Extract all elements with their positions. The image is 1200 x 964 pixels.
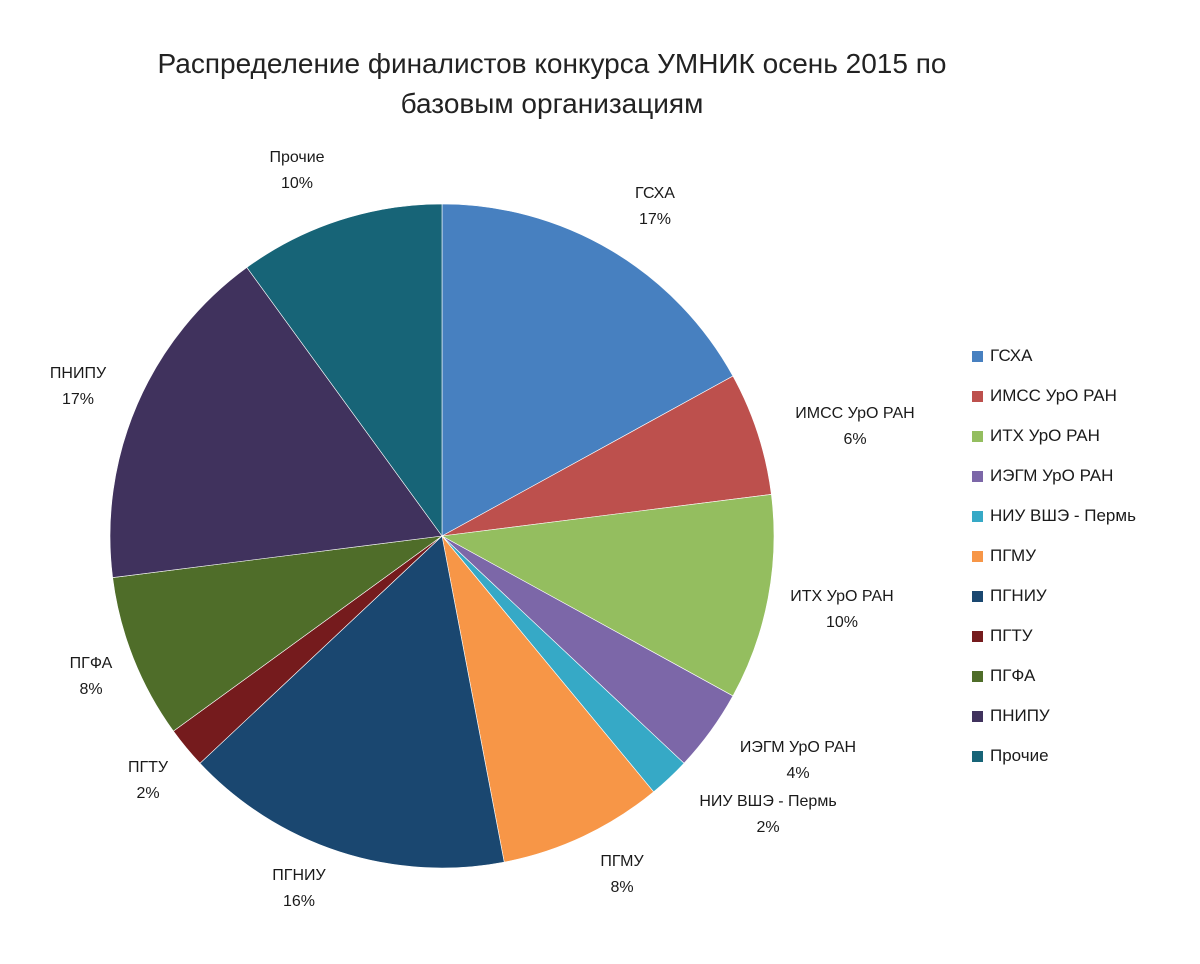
legend-item-4: ИЭГМ УрО РАН [972,456,1136,496]
legend-item-8: ПГТУ [972,616,1136,656]
legend-item-9: ПГФА [972,656,1136,696]
slice-label-percent-10: 17% [62,391,94,408]
slice-label-name-1: ГСХА [635,185,675,202]
legend-item-1: ГСХА [972,336,1136,376]
slice-label-percent-1: 17% [639,211,671,228]
legend-label-10: ПНИПУ [990,706,1050,725]
pie-slice-2 [441,375,772,537]
legend-item-10: ПНИПУ [972,696,1136,736]
slice-label-percent-6: 8% [610,879,633,896]
slice-label-name-9: ПГФА [70,655,113,672]
legend-label-2: ИМСС УрО РАН [990,386,1117,405]
chart-title-line-2: базовым организациям [400,88,704,119]
chart-title: Распределение финалистов конкурса УМНИК … [0,44,1104,124]
legend-swatch-3 [972,430,983,442]
legend-item-11: Прочие [972,736,1136,776]
legend-item-6: ПГМУ [972,536,1136,576]
chart-title-line-1: Распределение финалистов конкурса УМНИК … [157,48,947,79]
slice-label-percent-8: 2% [136,785,159,802]
legend-item-3: ИТХ УрО РАН [972,416,1136,456]
slice-label-percent-3: 10% [826,614,858,631]
slice-label-name-10: ПНИПУ [50,365,107,382]
legend-label-11: Прочие [990,746,1049,765]
pie-slice-3 [441,494,775,697]
legend-swatch-5 [972,510,983,522]
legend-swatch-1 [972,350,983,362]
slice-label-percent-5: 2% [756,819,779,836]
pie-slice-1 [441,203,734,537]
legend-swatch-8 [972,630,983,642]
legend-swatch-7 [972,590,983,602]
legend: ГСХА ИМСС УрО РАН ИТХ УрО РАН ИЭГМ УрО РАН Н… [972,336,1136,776]
pie-labels: ГСХА 17% ИМСС УрО РАН 6% ИТХ УрО РАН 10% ИЭГМ … [50,149,915,910]
pie-slice-11 [246,203,443,537]
legend-swatch-4 [972,470,983,482]
slice-label-percent-9: 8% [79,681,102,698]
legend-item-2: ИМСС УрО РАН [972,376,1136,416]
pie-slice-10 [109,266,443,578]
legend-label-5: НИУ ВШЭ - Пермь [990,506,1136,525]
legend-swatch-10 [972,710,983,722]
legend-item-5: НИУ ВШЭ - Пермь [972,496,1136,536]
slice-label-percent-2: 6% [843,431,866,448]
legend-label-4: ИЭГМ УрО РАН [990,466,1114,485]
slice-label-name-2: ИМСС УрО РАН [795,405,914,422]
legend-swatch-11 [972,750,983,762]
slice-label-percent-11: 10% [281,175,313,192]
pie-slice-9 [112,535,443,732]
legend-item-7: ПГНИУ [972,576,1136,616]
slice-label-name-5: НИУ ВШЭ - Пермь [699,793,836,810]
slice-label-percent-4: 4% [786,765,809,782]
slice-label-percent-7: 16% [283,893,315,910]
pie-slices [109,203,775,869]
legend-label-6: ПГМУ [990,546,1036,565]
legend-label-7: ПГНИУ [990,586,1047,605]
legend-swatch-9 [972,670,983,682]
slice-label-name-6: ПГМУ [600,853,644,870]
pie-slice-6 [441,535,655,863]
slice-label-name-3: ИТХ УрО РАН [790,588,893,605]
legend-label-3: ИТХ УрО РАН [990,426,1100,445]
legend-label-8: ПГТУ [990,626,1033,645]
legend-label-9: ПГФА [990,666,1036,685]
slice-label-name-8: ПГТУ [128,759,169,776]
legend-swatch-6 [972,550,983,562]
legend-label-1: ГСХА [990,346,1033,365]
slice-label-name-7: ПГНИУ [272,867,326,884]
legend-swatch-2 [972,390,983,402]
slice-label-name-11: Прочие [269,149,324,166]
pie-slice-7 [199,535,505,869]
slice-label-name-4: ИЭГМ УрО РАН [740,739,856,756]
